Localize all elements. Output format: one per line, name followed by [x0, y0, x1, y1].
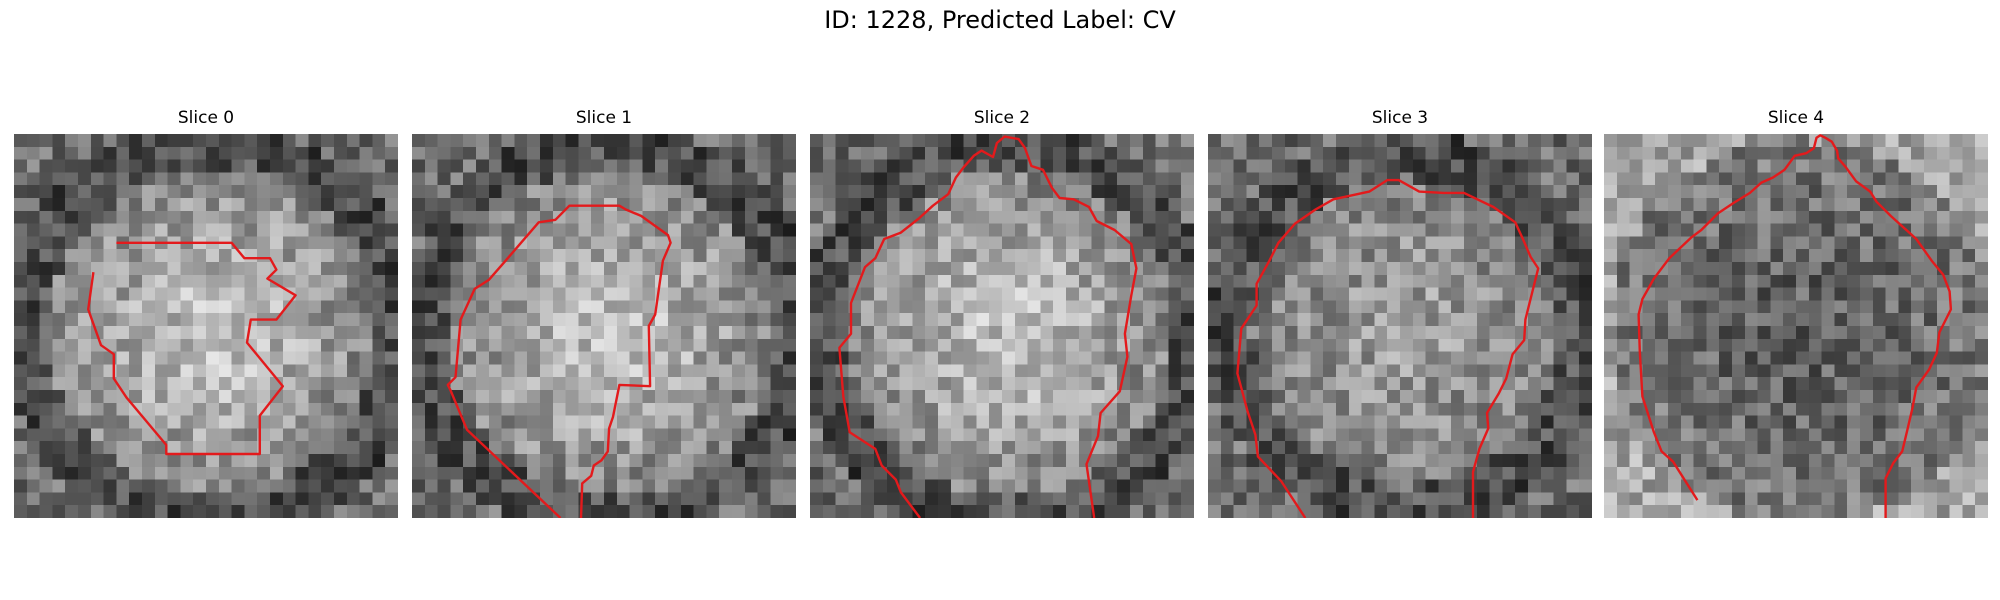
segmentation-contour	[86, 241, 297, 456]
slice-svg-1	[412, 134, 796, 518]
slice-title-2: Slice 2	[973, 108, 1031, 128]
slice-panel-2: Slice 2	[810, 106, 1194, 518]
slice-panel-1: Slice 1	[412, 106, 796, 518]
slice-image-1	[412, 134, 796, 518]
figure-title: ID: 1228, Predicted Label: CV	[824, 6, 1176, 34]
slice-image-2	[810, 134, 1194, 518]
slice-image-0	[14, 134, 398, 518]
pixel-grid	[1208, 134, 1592, 518]
slice-panel-4: Slice 4	[1604, 106, 1988, 518]
slice-svg-0	[14, 134, 398, 518]
pixel-grid	[810, 134, 1194, 518]
slice-image-4	[1604, 134, 1988, 518]
segmentation-contour	[446, 204, 672, 518]
slice-panel-3: Slice 3	[1208, 106, 1592, 518]
pixel-grid	[412, 134, 796, 518]
pixel-grid	[1604, 134, 1988, 518]
segmentation-contour	[1236, 178, 1540, 518]
slice-svg-2	[810, 134, 1194, 518]
slice-svg-3	[1208, 134, 1592, 518]
slice-image-3	[1208, 134, 1592, 518]
slice-title-0: Slice 0	[177, 108, 235, 128]
segmentation-contour	[838, 135, 1138, 518]
pixel-grid	[14, 134, 398, 518]
slice-title-1: Slice 1	[575, 108, 633, 128]
slice-svg-4	[1604, 134, 1988, 518]
slice-title-4: Slice 4	[1767, 108, 1825, 128]
segmentation-contour	[1637, 134, 1953, 518]
slice-title-3: Slice 3	[1371, 108, 1429, 128]
slice-panel-0: Slice 0	[14, 106, 398, 518]
